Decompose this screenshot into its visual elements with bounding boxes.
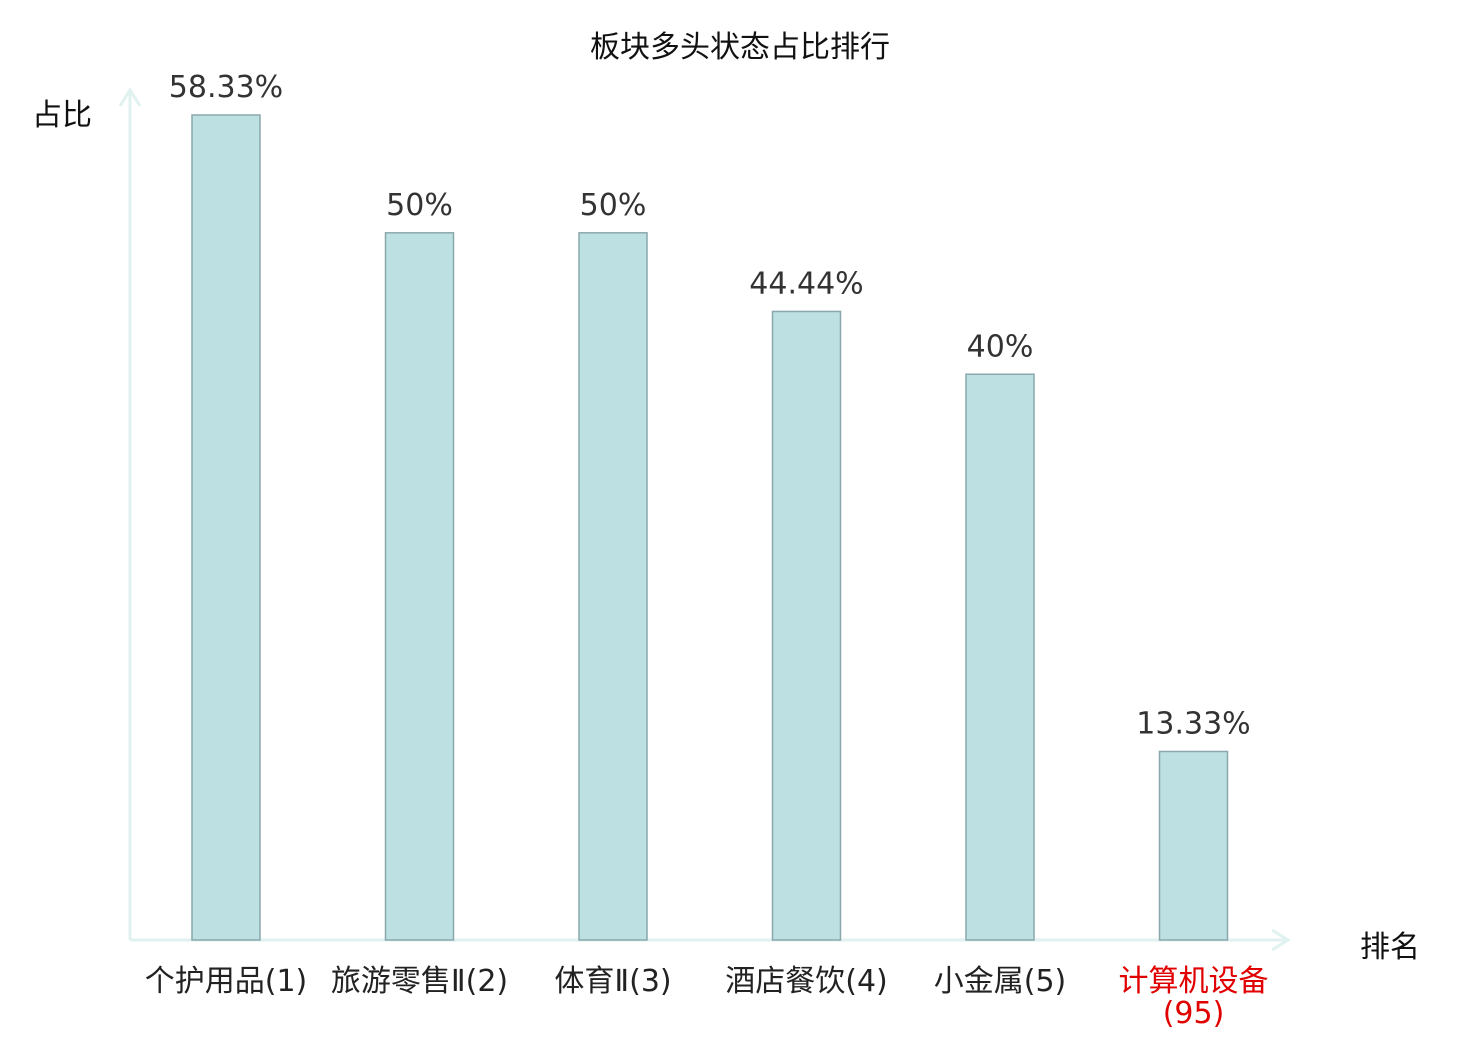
value-label-0: 58.33%	[169, 70, 283, 105]
bar-4	[965, 373, 1035, 941]
axes	[118, 87, 1291, 952]
category-label-0: 个护用品(1)	[144, 964, 308, 999]
category-label-2: 体育Ⅱ(3)	[554, 964, 672, 999]
y-axis-label: 占比	[32, 98, 92, 133]
value-label-5: 13.33%	[1136, 706, 1250, 741]
y-axis-arrow	[118, 87, 142, 107]
x-axis-label: 排名	[1360, 930, 1420, 965]
value-labels: 58.33% 50% 50% 44.44% 40% 13.33%	[169, 70, 1251, 741]
category-label-5: 计算机设备(95)	[1118, 964, 1269, 1031]
category-label-1: 旅游零售Ⅱ(2)	[330, 964, 509, 999]
bar-0	[191, 114, 261, 941]
value-label-1: 50%	[386, 188, 453, 223]
category-label-4: 小金属(5)	[933, 964, 1067, 999]
bar-3	[771, 310, 842, 941]
value-label-2: 50%	[580, 188, 647, 223]
bars	[191, 114, 1229, 941]
bar-2	[578, 232, 648, 941]
chart-title: 板块多头状态占比排行	[590, 30, 890, 65]
bar-1	[384, 232, 455, 941]
value-label-3: 44.44%	[749, 266, 863, 301]
bar-5	[1158, 750, 1229, 941]
x-axis-arrow	[1271, 928, 1291, 952]
value-label-4: 40%	[967, 329, 1034, 364]
category-label-3: 酒店餐饮(4)	[725, 964, 888, 999]
